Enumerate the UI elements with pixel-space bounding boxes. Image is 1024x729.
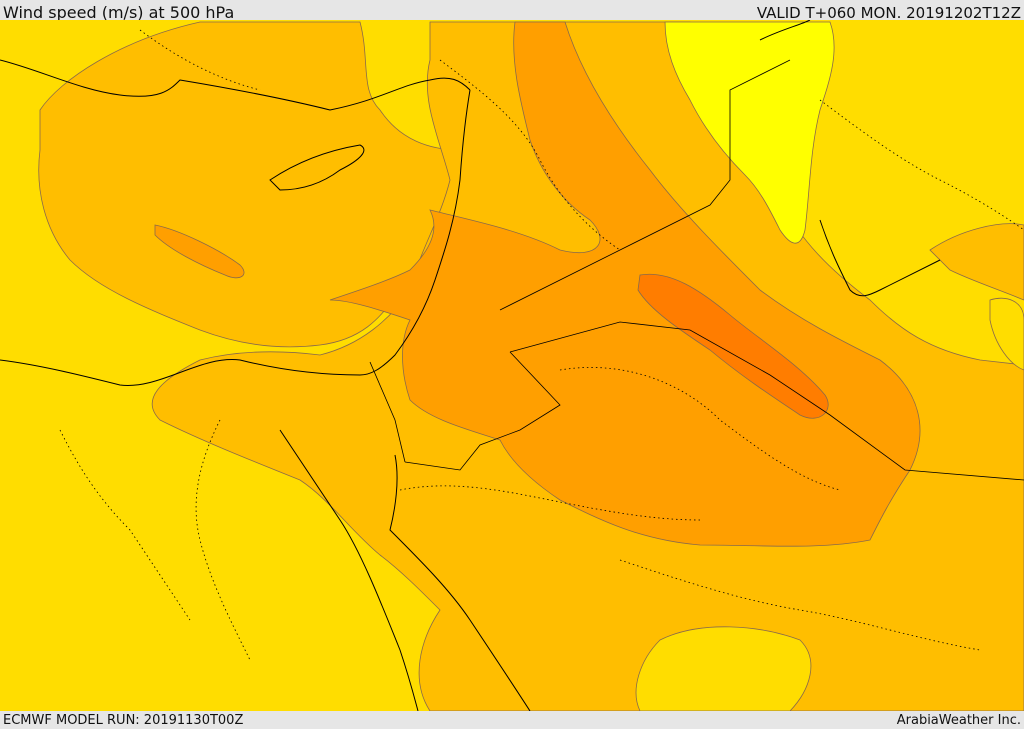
map-canvas (0, 20, 1024, 711)
admin-border-6 (619, 559, 981, 651)
coastlines (0, 20, 941, 711)
coastline-turkey-south (0, 59, 471, 111)
border-jordan-iraq (499, 59, 791, 311)
borders (369, 59, 1024, 481)
map-footer: ECMWF MODEL RUN: 20191130T00Z ArabiaWeat… (0, 711, 1024, 729)
band-high-region-west (154, 224, 245, 279)
map-title: Wind speed (m/s) at 500 hPa (3, 3, 235, 22)
admin-border-8 (59, 429, 191, 621)
coastline-red-sea-east (389, 454, 531, 711)
coastline-cyprus (269, 144, 365, 191)
coastline-levant (359, 89, 471, 376)
band-high-region-jet (329, 21, 921, 547)
map-header: Wind speed (m/s) at 500 hPa VALID T+060 … (0, 0, 1024, 22)
admin-border-2 (559, 367, 841, 491)
band-lowest-region-north (664, 21, 835, 244)
border-iraq-saudi (509, 321, 1024, 481)
coastline-caspian (759, 20, 811, 41)
admin-border-3 (399, 485, 701, 521)
border-egypt-israel (369, 361, 406, 463)
wind-speed-map (0, 20, 1024, 711)
valid-time: VALID T+060 MON. 20191202T12Z (756, 4, 1021, 22)
border-jordan-saudi (404, 351, 561, 471)
model-run: ECMWF MODEL RUN: 20191130T00Z (3, 713, 244, 728)
admin-border-5 (819, 99, 1024, 231)
coastline-north-africa (0, 359, 361, 386)
band-mid-region-east (929, 223, 1024, 301)
coastline-persian-gulf (819, 219, 941, 297)
admin-borders (59, 29, 1024, 661)
band-mid-region-southeast (635, 626, 812, 711)
credit: ArabiaWeather Inc. (896, 713, 1021, 728)
coastline-red-sea-west (279, 429, 419, 711)
